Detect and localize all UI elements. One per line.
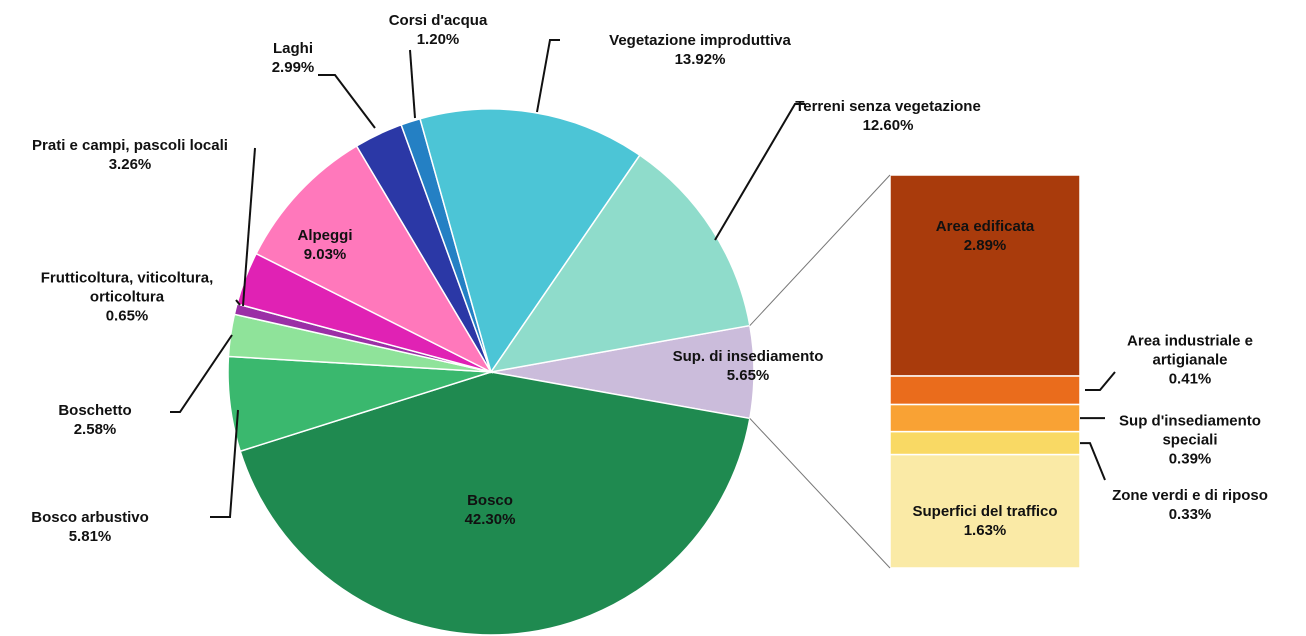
data-label: Sup d'insediamento speciali 0.39% (1090, 412, 1290, 469)
label-name: Bosco arbustivo (31, 509, 149, 526)
data-label: Area industriale e artigianale 0.41% (1090, 332, 1290, 389)
leader-line (242, 147, 256, 307)
bar-segment (889, 375, 1081, 406)
data-label: Alpeggi 9.03% (265, 226, 385, 264)
label-name: Vegetazione improduttiva (609, 32, 791, 49)
leader-line (1080, 442, 1106, 481)
label-value: 0.65% (105, 307, 149, 325)
label-value: 3.26% (108, 156, 152, 173)
label-value: 0.39% (1168, 450, 1212, 468)
label-name: Corsi d'acqua (388, 12, 488, 29)
label-name: Terreni senza vegetazione (795, 98, 981, 115)
data-label: Prati e campi, pascoli locali 3.26% (0, 136, 260, 174)
data-label: Zone verdi e di riposo 0.33% (1090, 486, 1290, 524)
data-label: Area edificata 2.89% (895, 217, 1075, 255)
label-value: 5.81% (68, 528, 112, 545)
connector-line (749, 174, 891, 326)
data-label: Boschetto 2.58% (20, 401, 170, 439)
label-name: Frutticoltura, viticoltura, orticoltura (40, 269, 214, 306)
label-value: 1.63% (963, 522, 1007, 540)
label-value: 2.58% (73, 421, 117, 438)
label-name: Zone verdi e di riposo (1112, 487, 1268, 504)
label-value: 13.92% (674, 51, 726, 68)
label-value: 0.33% (1168, 506, 1212, 523)
leader-line (536, 39, 560, 113)
label-name: Bosco (467, 492, 513, 509)
label-name: Sup. di insediamento (672, 348, 824, 365)
label-name: Alpeggi (297, 227, 353, 244)
label-name: Prati e campi, pascoli locali (32, 137, 228, 154)
leader-line (318, 74, 376, 129)
label-value: 2.99% (271, 59, 315, 76)
label-value: 2.89% (963, 236, 1007, 254)
label-value: 12.60% (862, 117, 914, 134)
label-name: Superfici del traffico (912, 503, 1058, 521)
leader-line (1085, 371, 1116, 391)
connector-line (749, 418, 891, 569)
label-value: 1.20% (416, 31, 460, 48)
data-label: Bosco 42.30% (410, 491, 570, 529)
leader-line (210, 409, 239, 518)
leader-line (409, 49, 416, 119)
data-label: Corsi d'acqua 1.20% (358, 11, 518, 49)
data-label: Vegetazione improduttiva 13.92% (550, 31, 850, 69)
pie-slice (489, 154, 751, 374)
bar-segment (889, 430, 1081, 456)
pie-slice (239, 371, 751, 636)
bar-segment (889, 453, 1081, 569)
label-value: 9.03% (303, 246, 347, 263)
label-name: Area edificata (935, 217, 1035, 235)
data-label: Laghi 2.99% (233, 39, 353, 77)
pie-slice (419, 108, 641, 374)
data-label: Bosco arbustivo 5.81% (0, 508, 190, 546)
label-name: Sup d'insediamento speciali (1119, 412, 1261, 449)
label-value: 42.30% (464, 511, 516, 528)
pie-slice (255, 144, 493, 374)
bar-segment (889, 174, 1081, 377)
label-value: 5.65% (726, 367, 770, 384)
data-label: Sup. di insediamento 5.65% (653, 347, 843, 385)
leader-line (170, 334, 233, 413)
leader-line (714, 103, 805, 241)
data-label: Terreni senza vegetazione 12.60% (738, 97, 1038, 135)
bar-segment (889, 403, 1081, 433)
label-name: Laghi (273, 40, 313, 57)
label-value: 0.41% (1168, 370, 1212, 388)
data-label: Superfici del traffico 1.63% (890, 502, 1080, 540)
label-name: Boschetto (58, 402, 132, 419)
data-label: Frutticoltura, viticoltura, orticoltura 0… (7, 269, 247, 326)
leader-line (235, 299, 241, 306)
label-name: Area industriale e artigianale (1127, 332, 1253, 369)
